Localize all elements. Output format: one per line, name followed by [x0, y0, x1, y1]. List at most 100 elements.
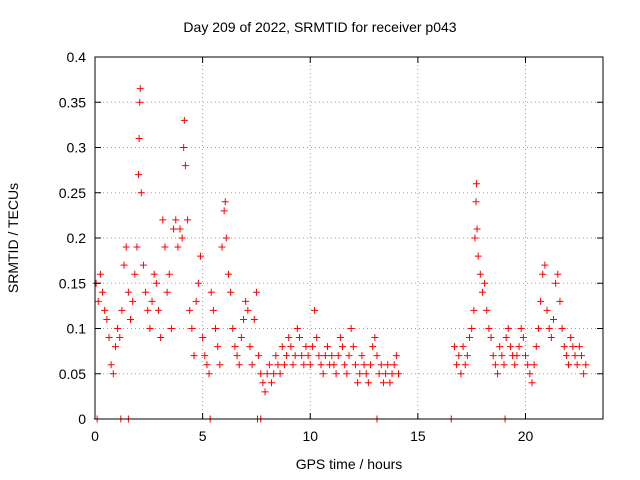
- y-tick-label: 0.2: [67, 230, 87, 246]
- data-point: [382, 370, 390, 378]
- data-point: [105, 334, 113, 342]
- data-point: [457, 370, 465, 378]
- data-point: [298, 352, 306, 360]
- data-point: [255, 352, 263, 360]
- data-point: [124, 288, 132, 296]
- data-point: [473, 225, 481, 233]
- data-point: [522, 352, 530, 360]
- data-point: [280, 361, 288, 369]
- data-point: [472, 180, 480, 188]
- data-point: [453, 361, 461, 369]
- data-point: [107, 361, 115, 369]
- data-point: [300, 361, 308, 369]
- data-point: [515, 343, 523, 351]
- data-point: [136, 85, 144, 93]
- y-tick-label: 0: [78, 411, 86, 427]
- data-point: [220, 207, 228, 215]
- data-point: [144, 306, 152, 314]
- data-point: [468, 325, 476, 332]
- y-axis-label: SRMTID / TECUs: [5, 182, 21, 294]
- data-point: [242, 297, 250, 305]
- chart-title: Day 209 of 2022, SRMTID for receiver p04…: [183, 19, 457, 35]
- y-tick-label: 0.4: [67, 49, 87, 65]
- data-point: [450, 343, 458, 351]
- data-point: [129, 297, 137, 305]
- data-point: [500, 361, 508, 369]
- x-tick-labels: 0 5 10 15 20: [91, 428, 533, 444]
- data-point: [504, 325, 512, 332]
- data-point: [306, 361, 314, 369]
- data-point: [237, 334, 245, 342]
- data-point: [157, 334, 165, 342]
- data-point: [506, 343, 514, 351]
- data-point: [270, 370, 278, 378]
- data-point: [188, 325, 196, 332]
- data-point: [235, 361, 243, 369]
- data-point: [159, 216, 167, 224]
- data-point: [224, 270, 232, 278]
- data-point: [261, 388, 269, 396]
- data-point: [244, 306, 252, 314]
- data-point: [388, 370, 396, 378]
- data-point: [118, 306, 126, 314]
- axis-ticks: [94, 56, 603, 420]
- data-point: [511, 361, 519, 369]
- data-point: [227, 288, 235, 296]
- data-point: [252, 288, 260, 296]
- data-point: [174, 243, 182, 251]
- data-point: [356, 370, 364, 378]
- data-point: [471, 234, 479, 242]
- data-point: [343, 370, 351, 378]
- data-point: [476, 270, 484, 278]
- data-point: [186, 306, 194, 314]
- x-axis-label: GPS time / hours: [295, 456, 403, 472]
- data-point: [545, 325, 553, 332]
- x-tick-label: 15: [410, 428, 426, 444]
- data-point: [336, 334, 344, 342]
- data-point: [311, 306, 319, 314]
- data-point: [291, 352, 299, 360]
- data-point: [178, 234, 186, 242]
- data-point: [513, 352, 521, 360]
- data-point: [289, 361, 297, 369]
- data-point: [494, 370, 502, 378]
- data-point: [466, 334, 474, 342]
- data-point: [463, 352, 471, 360]
- data-point: [537, 297, 545, 305]
- data-point: [377, 361, 385, 369]
- data-point: [229, 325, 237, 332]
- data-point: [272, 352, 280, 360]
- data-point: [170, 225, 178, 233]
- data-point: [519, 334, 527, 342]
- data-point: [573, 361, 581, 369]
- data-point: [192, 297, 200, 305]
- data-point: [334, 352, 342, 360]
- data-point: [341, 361, 349, 369]
- data-point: [135, 134, 143, 142]
- data-point: [268, 379, 276, 387]
- data-point: [472, 198, 480, 206]
- data-point: [109, 370, 117, 378]
- data-point: [265, 361, 273, 369]
- data-point: [222, 234, 230, 242]
- data-point: [120, 261, 128, 269]
- data-point: [524, 361, 532, 369]
- y-tick-label: 0.15: [59, 275, 86, 291]
- data-point: [246, 343, 254, 351]
- data-point: [302, 343, 310, 351]
- data-point: [496, 343, 504, 351]
- data-point: [571, 352, 579, 360]
- y-tick-label: 0.35: [59, 94, 86, 110]
- data-point: [532, 343, 540, 351]
- data-point: [552, 279, 560, 287]
- data-point: [161, 243, 169, 251]
- data-point: [231, 343, 239, 351]
- data-point: [209, 306, 217, 314]
- data-point: [481, 279, 489, 287]
- data-point: [122, 243, 130, 251]
- data-point: [233, 352, 241, 360]
- data-point: [384, 361, 392, 369]
- data-point: [345, 352, 353, 360]
- data-point: [317, 361, 325, 369]
- data-point: [375, 370, 383, 378]
